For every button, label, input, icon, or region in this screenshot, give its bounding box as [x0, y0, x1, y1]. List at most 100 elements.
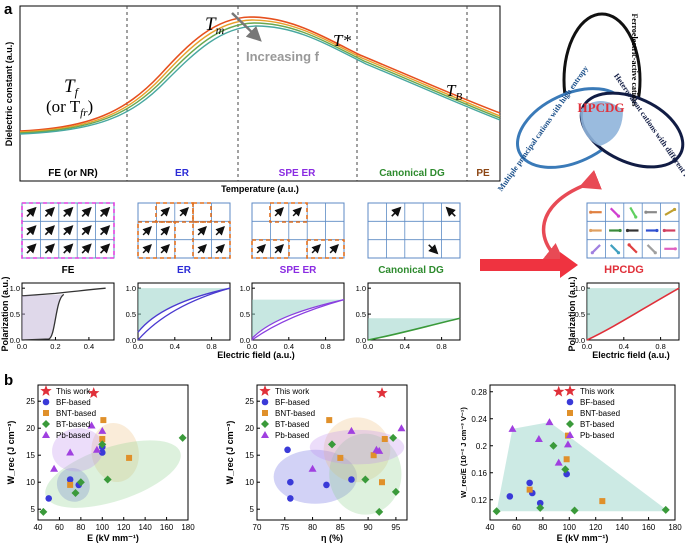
hpcdg-loop: [586, 287, 680, 341]
data-point-pb: [98, 426, 107, 434]
y-tick-label: 25: [26, 397, 35, 406]
y-tick-label: 0.16: [471, 469, 487, 478]
dipole-arrow-head: [655, 228, 659, 233]
polarization-arrow: [311, 244, 321, 254]
y-tick-label: 0.5: [575, 310, 585, 319]
polarization-arrow: [160, 226, 170, 236]
y-tick-label: 20: [245, 424, 254, 433]
polarization-arrow: [63, 225, 74, 236]
y-tick-label: 10: [26, 478, 35, 487]
data-point-bt: [661, 505, 670, 514]
dipole-arrow: [609, 244, 620, 254]
cluster-ellipse: [56, 468, 90, 502]
dg-loop: [367, 317, 461, 341]
data-point-bt: [492, 507, 501, 516]
big-red-arrow: [480, 252, 578, 278]
er-energy-area: [138, 288, 230, 340]
polarization-arrow: [160, 244, 170, 254]
data-point-bnt: [67, 481, 74, 488]
data-point-this-work: [88, 387, 100, 398]
region-fe: FE (or NR): [48, 168, 97, 179]
dipole-arrow-head: [653, 251, 657, 255]
data-point-pb: [545, 418, 554, 426]
data-point-bt: [71, 489, 80, 497]
polarization-arrow: [26, 225, 37, 236]
y-tick-label: 1.0: [575, 284, 585, 293]
polarization-arrow: [179, 207, 189, 217]
panel-a-label: a: [4, 1, 13, 18]
x-axis-label: η (%): [321, 533, 343, 543]
loop-frame: [21, 282, 115, 341]
dielectric-plot: Tm Increasing f T* TB Tf (or Tfr) Dielec…: [4, 5, 501, 194]
polarization-arrow: [99, 225, 111, 236]
data-point-bnt: [370, 452, 377, 459]
domain-label-hpcdg: HPCDG: [604, 264, 644, 276]
data-point-this-work: [564, 385, 576, 396]
polarization-arrow: [256, 244, 266, 254]
data-point-bt: [570, 506, 579, 515]
loop-frame: [367, 282, 461, 341]
polarization-arrow: [197, 244, 207, 254]
data-point-bt: [98, 440, 107, 449]
x-tick-label: 0.8: [436, 342, 446, 351]
y-tick-label: 0.28: [471, 388, 487, 397]
polarization-arrow: [63, 243, 74, 254]
legend-label: This work: [56, 387, 91, 396]
legend-label: Pb-based: [580, 431, 614, 440]
data-point-bt: [566, 420, 574, 428]
x-axis-label: E (kV mm⁻¹): [557, 533, 609, 543]
x-tick-label: 75: [280, 523, 289, 532]
dipole-arrow-head: [662, 228, 666, 233]
dipole-arrow-head: [589, 228, 593, 233]
x-tick-label: 0.8: [206, 342, 216, 351]
data-point-pb: [261, 431, 269, 438]
data-point-bt: [76, 478, 85, 487]
data-point-pb: [566, 431, 574, 438]
fe-loop-upper: [21, 287, 106, 297]
legend-label: BNT-based: [580, 409, 620, 418]
y-tick-label: 15: [245, 451, 254, 460]
venn-center: HPCDG: [578, 100, 625, 115]
x-tick-label: 100: [563, 523, 577, 532]
dipole-arrow: [646, 244, 657, 254]
data-point-bf: [261, 398, 269, 406]
data-point-bt: [328, 440, 336, 449]
legend-label: Pb-based: [275, 431, 309, 440]
data-point-bf: [45, 495, 53, 502]
y-tick-label: 1.0: [126, 284, 136, 293]
y-tick-label: 20: [26, 424, 35, 433]
x-tick-label: 0.4: [619, 342, 629, 351]
legend-label: BF-based: [580, 398, 615, 407]
pe-loop-er: 0.0 0.5 1.0 0.0 0.4 0.8: [126, 282, 231, 351]
fe-loop-area: [22, 294, 64, 340]
venn-diagram: Ferroelectric-active cations Multiple pr…: [496, 12, 685, 193]
er-nanodomain: [192, 221, 231, 259]
data-point-bf: [287, 495, 294, 502]
pe-loop-canonical-dg: 0.0 0.5 1.0 0.0 0.4 0.8: [356, 282, 461, 351]
x-tick-label: 40: [34, 523, 43, 532]
dipole-arrow-head: [644, 210, 648, 214]
dipole-arrow-head: [618, 228, 622, 233]
fe-domain-border: [21, 202, 115, 259]
legend-label: BNT-based: [56, 409, 96, 418]
data-point-bt: [549, 441, 558, 450]
data-point-bnt: [100, 417, 107, 424]
y-axis-label: W_rec (J cm⁻³): [6, 421, 16, 485]
x-tick-label: 160: [642, 523, 656, 532]
data-point-bt: [561, 465, 570, 474]
legend-label: BNT-based: [275, 409, 315, 418]
y-tick-label: 15: [26, 451, 35, 460]
x-tick-label: 0.2: [50, 342, 60, 351]
data-point-this-work: [376, 387, 388, 398]
data-point-pb: [534, 435, 543, 442]
data-point-bnt: [43, 410, 49, 416]
data-point-bnt: [337, 454, 344, 461]
dipole-arrow: [628, 244, 638, 254]
cluster-ellipse: [273, 449, 358, 504]
data-point-bnt: [567, 410, 573, 416]
data-point-pb: [563, 440, 572, 448]
venn-to-hpcdg-arrow: [542, 170, 602, 265]
tb-label: TB: [446, 81, 462, 103]
data-point-bt: [42, 420, 50, 428]
